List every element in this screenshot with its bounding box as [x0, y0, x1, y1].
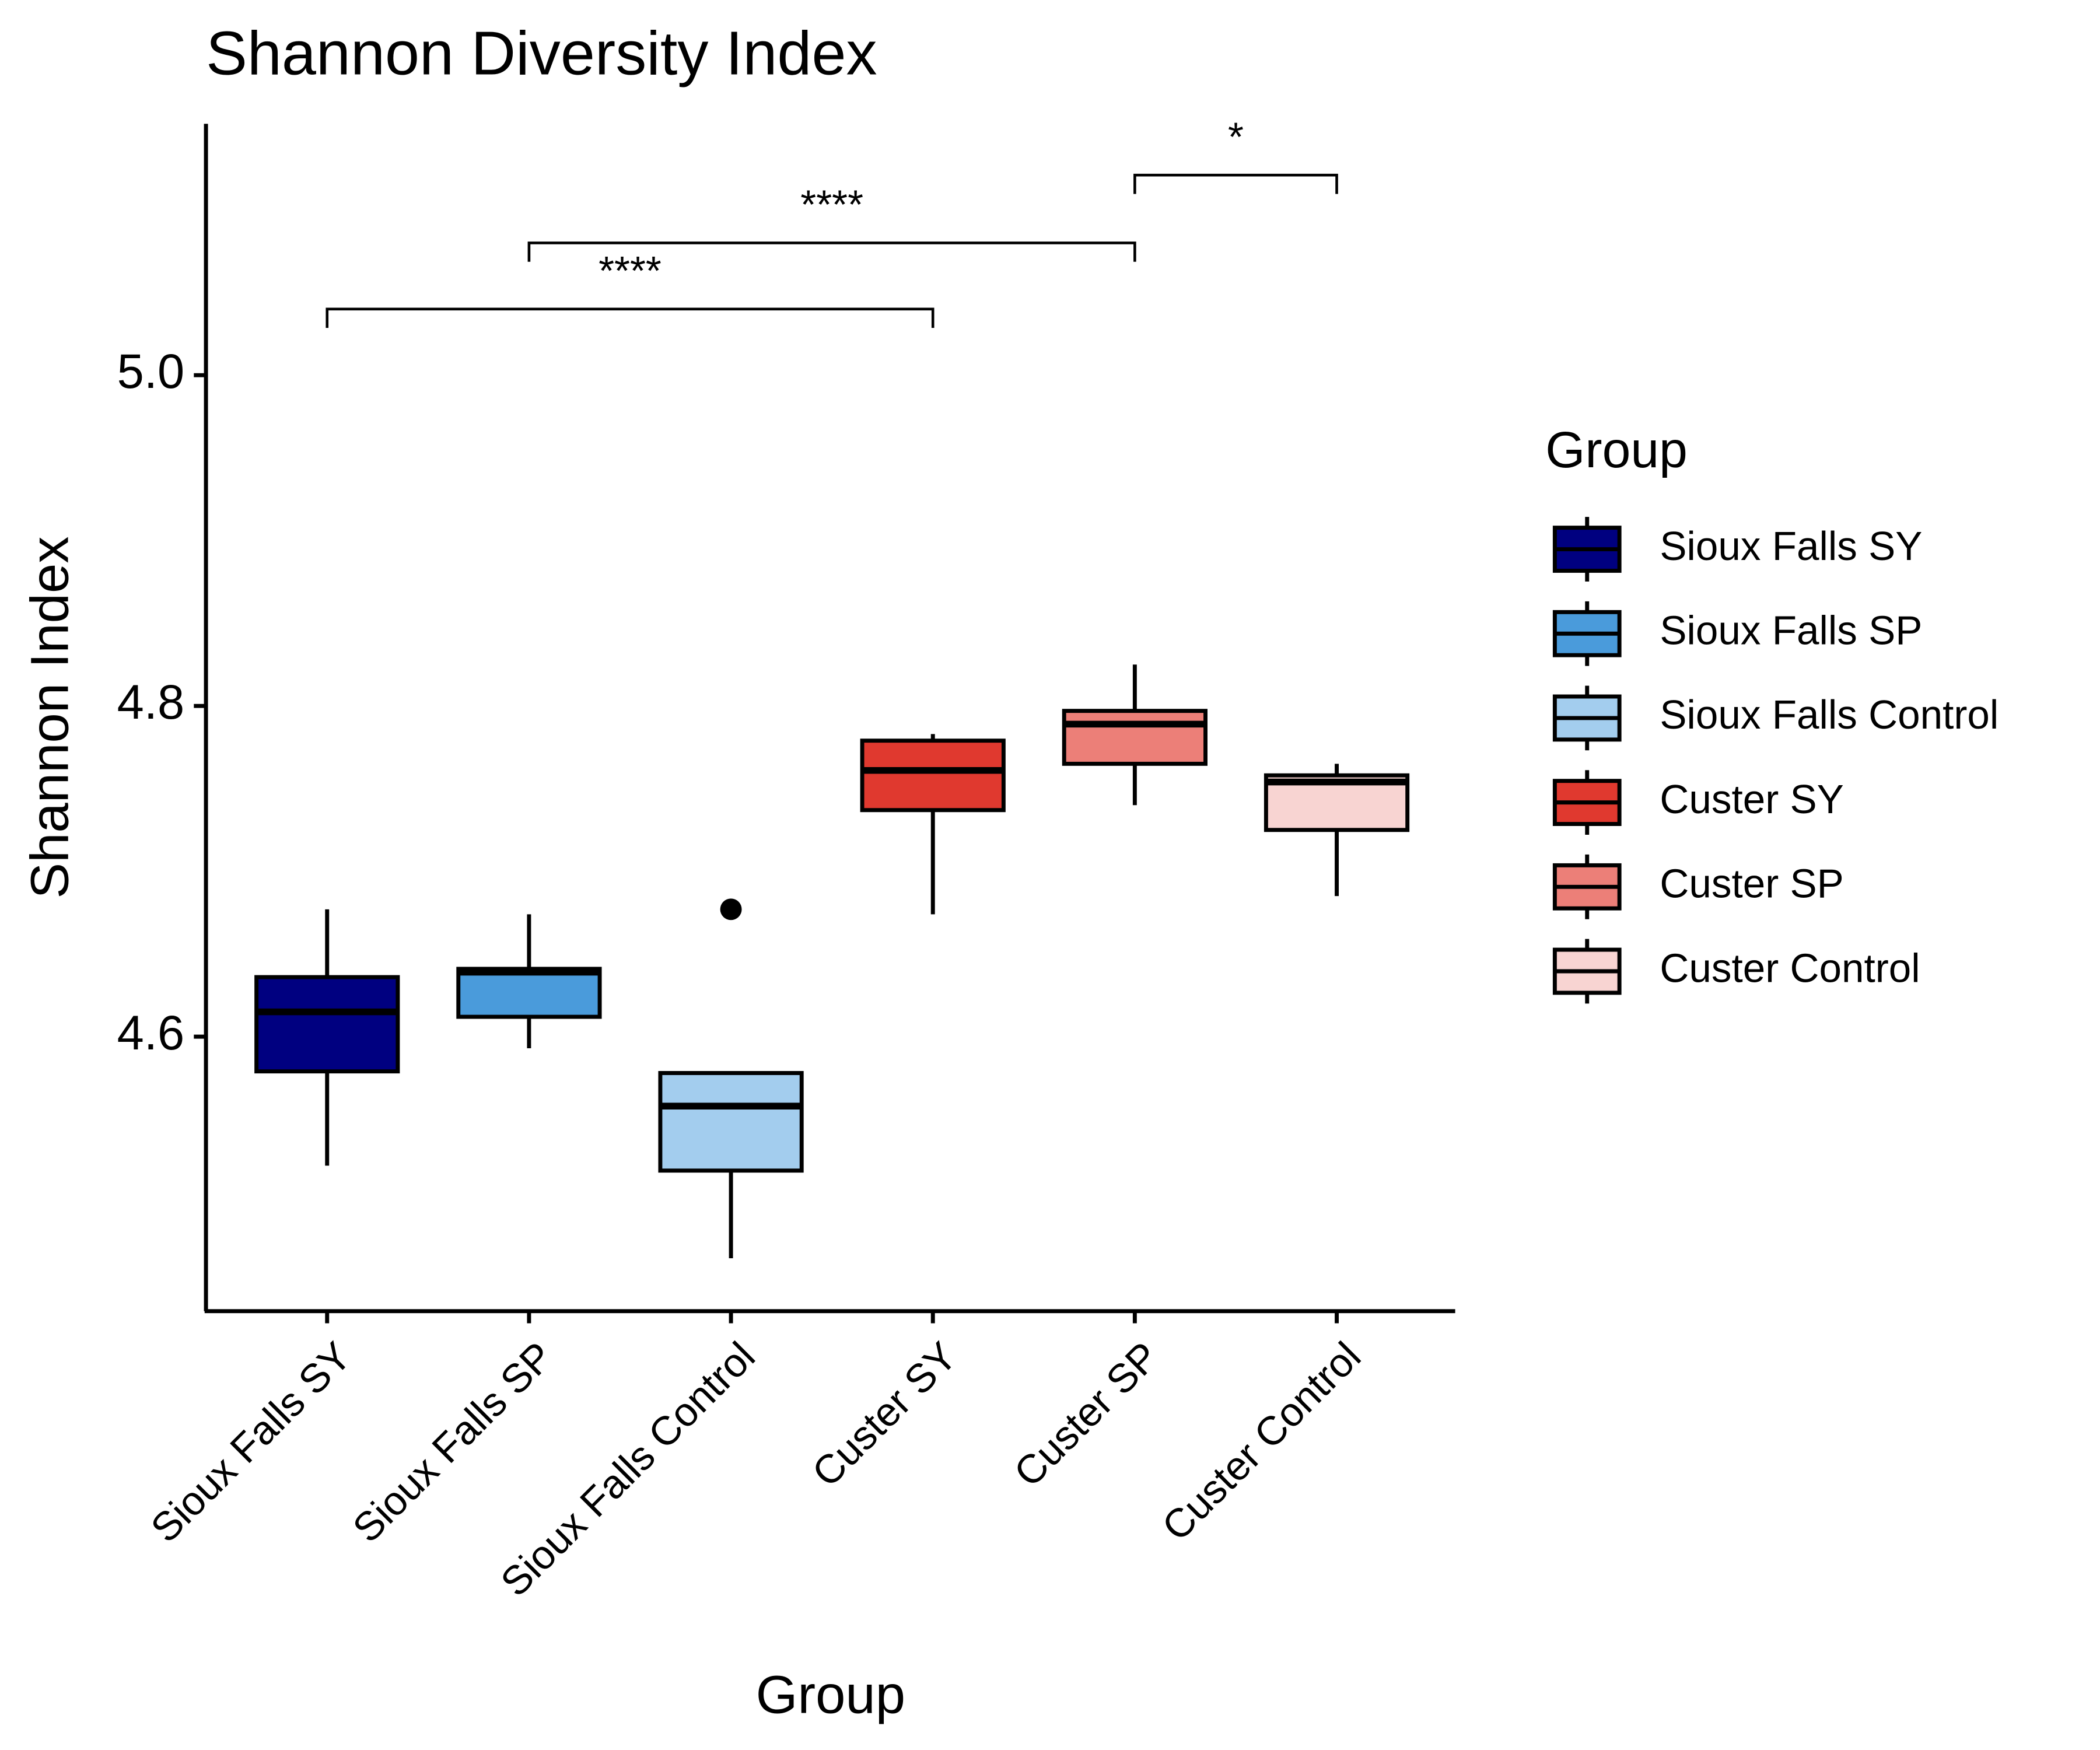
significance-label: ****: [800, 182, 863, 228]
chart-title: Shannon Diversity Index: [206, 19, 877, 88]
x-tick-label: Custer Control: [1153, 1333, 1370, 1549]
legend-label: Custer Control: [1660, 945, 1920, 991]
outlier: [720, 898, 742, 921]
significance-label: ****: [598, 248, 662, 293]
x-tick-label: Sioux Falls SY: [142, 1333, 359, 1550]
y-tick-label: 4.8: [117, 675, 184, 729]
y-tick-label: 5.0: [117, 344, 184, 398]
y-axis-title: Shannon Index: [19, 537, 80, 899]
box: [456, 967, 602, 1019]
legend-label: Sioux Falls Control: [1660, 692, 1999, 737]
significance-bracket: [326, 307, 935, 328]
legend-label: Sioux Falls SP: [1660, 608, 1922, 653]
legend-title: Group: [1545, 421, 1688, 478]
box: [658, 1071, 804, 1173]
legend-label: Sioux Falls SY: [1660, 523, 1922, 569]
x-tick-label: Custer SY: [803, 1333, 965, 1495]
x-tick-label: Sioux Falls SP: [344, 1333, 561, 1550]
y-tick-label: 4.6: [117, 1006, 184, 1060]
box: [860, 738, 1006, 813]
box: [254, 975, 400, 1074]
legend-label: Custer SP: [1660, 861, 1843, 907]
significance-label: *: [1228, 114, 1244, 159]
x-axis-title: Group: [756, 1664, 906, 1725]
legend-label: Custer SY: [1660, 776, 1843, 822]
x-tick-label: Custer SP: [1005, 1333, 1167, 1495]
significance-bracket: [527, 242, 1136, 262]
significance-bracket: [1133, 173, 1338, 194]
box: [1062, 709, 1208, 766]
